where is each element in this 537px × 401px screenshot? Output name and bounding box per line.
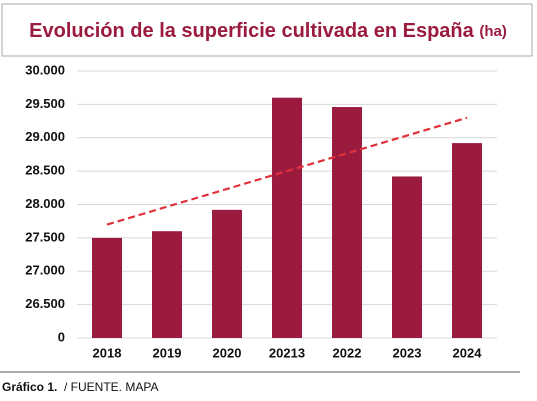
x-tick-label: 2022 — [333, 345, 362, 360]
bar — [332, 107, 362, 338]
chart-title: Evolución de la superficie cultivada en … — [29, 20, 507, 42]
trend-line — [106, 116, 468, 226]
x-tick-label: 20213 — [269, 345, 305, 360]
x-tick-label: 2024 — [453, 345, 483, 360]
bar — [452, 143, 482, 338]
x-tick-label: 2023 — [393, 345, 422, 360]
y-tick-label: 27.000 — [25, 263, 65, 278]
x-tick-label: 2020 — [213, 345, 242, 360]
title-text: Evolución de la superficie cultivada en … — [29, 20, 474, 42]
y-tick-label: 30.000 — [25, 62, 65, 77]
title-unit: (ha) — [479, 23, 507, 40]
y-tick-label: 29.500 — [25, 96, 65, 111]
title-box — [1, 3, 533, 57]
footer-source: / FUENTE. MAPA — [64, 380, 158, 394]
y-tick-label: 0 — [58, 329, 65, 344]
bar — [392, 176, 422, 338]
y-tick-label: 27.500 — [25, 229, 65, 244]
y-tick-label: 29.000 — [25, 129, 65, 144]
y-tick-label: 28.500 — [25, 163, 65, 178]
x-tick-label: 2018 — [93, 345, 122, 360]
bar — [92, 237, 122, 338]
bar — [272, 97, 302, 338]
footer-label: Gráfico 1. — [2, 380, 57, 394]
y-tick-label: 28.000 — [25, 196, 65, 211]
bar — [152, 231, 182, 338]
bar — [212, 209, 242, 338]
x-tick-label: 2019 — [153, 345, 182, 360]
y-tick-label: 26.500 — [25, 296, 65, 311]
